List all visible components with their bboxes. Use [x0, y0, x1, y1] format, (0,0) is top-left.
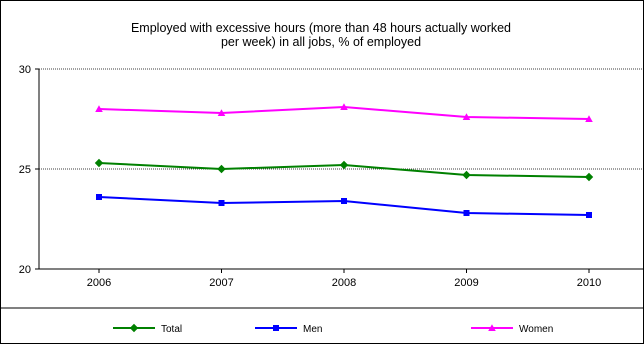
- legend-marker-women: [488, 324, 496, 332]
- data-point-men: [218, 200, 225, 206]
- x-tick-label: 2010: [577, 277, 601, 289]
- data-point-total: [462, 170, 471, 180]
- data-point-women: [462, 113, 471, 121]
- y-tick-label: 25: [19, 164, 31, 176]
- data-point-men: [586, 212, 592, 218]
- x-tick-label: 2006: [87, 277, 111, 289]
- chart-title-line: per week) in all jobs, % of employed: [221, 35, 421, 49]
- data-point-total: [94, 158, 104, 168]
- legend-label-women: Women: [519, 324, 553, 335]
- legend-marker-total: [129, 323, 139, 333]
- data-point-women: [217, 109, 226, 117]
- data-point-women: [340, 103, 348, 111]
- data-point-total: [217, 164, 226, 174]
- y-tick-label: 20: [19, 264, 31, 276]
- data-point-women: [585, 115, 593, 123]
- data-point-women: [95, 105, 103, 113]
- x-tick-label: 2008: [332, 277, 356, 289]
- legend-label-total: Total: [161, 324, 182, 335]
- legend-marker-men: [273, 325, 279, 331]
- x-tick-label: 2009: [454, 277, 478, 289]
- y-tick-label: 30: [19, 64, 31, 76]
- data-point-men: [341, 198, 347, 204]
- x-tick-label: 2007: [209, 277, 233, 289]
- legend-label-men: Men: [303, 324, 322, 335]
- data-point-total: [339, 160, 349, 170]
- data-point-total: [584, 172, 594, 182]
- chart-title-line: Employed with excessive hours (more than…: [131, 21, 511, 35]
- line-chart: Employed with excessive hours (more than…: [1, 21, 643, 335]
- data-point-men: [96, 194, 102, 200]
- data-point-men: [463, 210, 470, 216]
